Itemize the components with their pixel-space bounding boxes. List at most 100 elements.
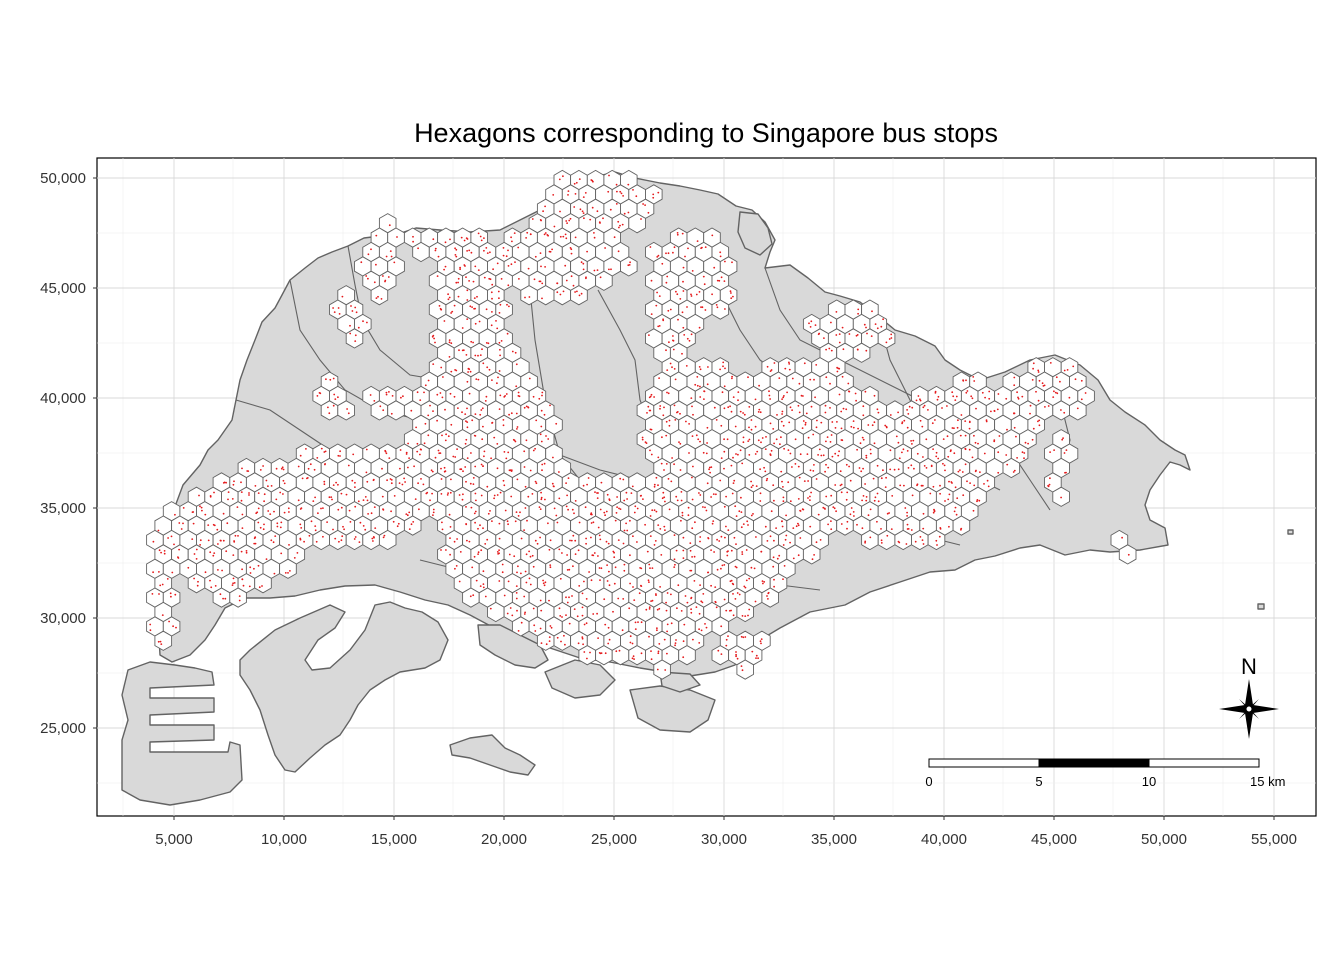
bus-stop-point <box>224 597 227 600</box>
bus-stop-point <box>542 579 544 582</box>
bus-stop-point <box>830 520 832 522</box>
bus-stop-point <box>799 510 802 512</box>
bus-stop-point <box>791 466 793 468</box>
bus-stop-point <box>199 539 202 542</box>
bus-stop-point <box>483 450 486 453</box>
bus-stop-point <box>455 369 458 372</box>
bus-stop-point <box>468 368 471 371</box>
bus-stop-point <box>200 506 203 509</box>
bus-stop-point <box>729 580 732 583</box>
bus-stop-point <box>526 231 529 234</box>
bus-stop-point <box>1017 397 1020 400</box>
bus-stop-point <box>581 637 584 640</box>
bus-stop-point <box>760 638 763 640</box>
bus-stop-point <box>222 512 225 515</box>
bus-stop-point <box>408 457 410 459</box>
bus-stop-point <box>872 477 875 480</box>
bus-stop-point <box>681 311 684 314</box>
bus-stop-point <box>339 450 341 453</box>
bus-stop-point <box>764 470 767 473</box>
hexagon-cell <box>229 587 247 608</box>
bus-stop-point <box>619 190 622 193</box>
hexagon-cell <box>412 241 430 263</box>
bus-stop-point <box>457 281 459 284</box>
bus-stop-point <box>916 484 918 487</box>
bus-stop-point <box>604 652 607 655</box>
bus-stop-point <box>583 651 586 653</box>
north-arrow: N <box>1219 654 1279 739</box>
bus-stop-point <box>934 390 937 393</box>
bus-stop-point <box>472 594 475 597</box>
bus-stop-point <box>320 447 323 450</box>
bus-stop-point <box>469 595 472 598</box>
bus-stop-point <box>465 420 467 422</box>
bus-stop-point <box>690 295 693 297</box>
bus-stop-point <box>766 365 769 368</box>
bus-stop-point <box>691 476 693 479</box>
bus-stop-point <box>445 433 447 436</box>
bus-stop-point <box>590 579 593 582</box>
bus-stop-point <box>690 397 693 399</box>
bus-stop-point <box>462 493 464 496</box>
bus-stop-point <box>812 470 815 472</box>
bus-stop-point <box>782 424 785 427</box>
bus-stop-point <box>807 480 809 482</box>
bus-stop-point <box>458 494 461 496</box>
hexagon-cell <box>952 515 971 536</box>
bus-stop-point <box>466 289 469 292</box>
bus-stop-point <box>623 499 626 502</box>
bus-stop-point <box>412 240 414 243</box>
bus-stop-point <box>681 232 684 235</box>
bus-stop-point <box>824 508 826 510</box>
bus-stop-point <box>1006 463 1009 466</box>
bus-stop-point <box>516 609 518 612</box>
bus-stop-point <box>613 556 616 559</box>
bus-stop-point <box>719 251 722 254</box>
bus-stop-point <box>528 296 531 298</box>
bus-stop-point <box>520 572 522 575</box>
hexagon-cell <box>320 400 339 421</box>
bus-stop-point <box>773 578 775 581</box>
bus-stop-point <box>948 493 951 496</box>
bus-stop-point <box>648 581 650 583</box>
bus-stop-point <box>209 495 212 498</box>
bus-stop-point <box>708 466 711 469</box>
bus-stop-point <box>449 537 451 539</box>
bus-stop-point <box>663 638 666 641</box>
bus-stop-point <box>389 478 392 480</box>
bus-stop-point <box>809 525 812 528</box>
bus-stop-point <box>713 551 715 553</box>
bus-stop-point <box>739 410 742 413</box>
bus-stop-point <box>648 409 651 412</box>
bus-stop-point <box>646 550 649 553</box>
bus-stop-point <box>525 553 528 556</box>
bus-stop-point <box>471 566 474 569</box>
bus-stop-point <box>1049 451 1051 453</box>
bus-stop-point <box>352 453 355 456</box>
bus-stop-point <box>490 291 493 294</box>
bus-stop-point <box>880 477 883 480</box>
bus-stop-point <box>691 556 693 558</box>
bus-stop-point <box>556 636 559 639</box>
bus-stop-point <box>822 454 825 457</box>
bus-stop-point <box>880 325 883 328</box>
bus-stop-point <box>865 496 868 498</box>
bus-stop-point <box>972 376 975 378</box>
bus-stop-point <box>810 405 813 408</box>
bus-stop-point <box>532 565 535 568</box>
bus-stop-point <box>719 479 722 482</box>
bus-stop-point <box>576 615 579 618</box>
bus-stop-point <box>680 610 683 612</box>
bus-stop-point <box>445 549 447 551</box>
bus-stop-point <box>704 246 707 249</box>
bus-stop-point <box>939 484 941 487</box>
bus-stop-point <box>337 508 340 511</box>
bus-stop-point <box>540 265 542 268</box>
bus-stop-point <box>1080 379 1083 382</box>
bus-stop-point <box>605 540 608 543</box>
bus-stop-point <box>367 253 370 256</box>
hexagon-cell <box>761 587 779 608</box>
bus-stop-point <box>906 511 908 514</box>
bus-stop-point <box>666 592 669 594</box>
